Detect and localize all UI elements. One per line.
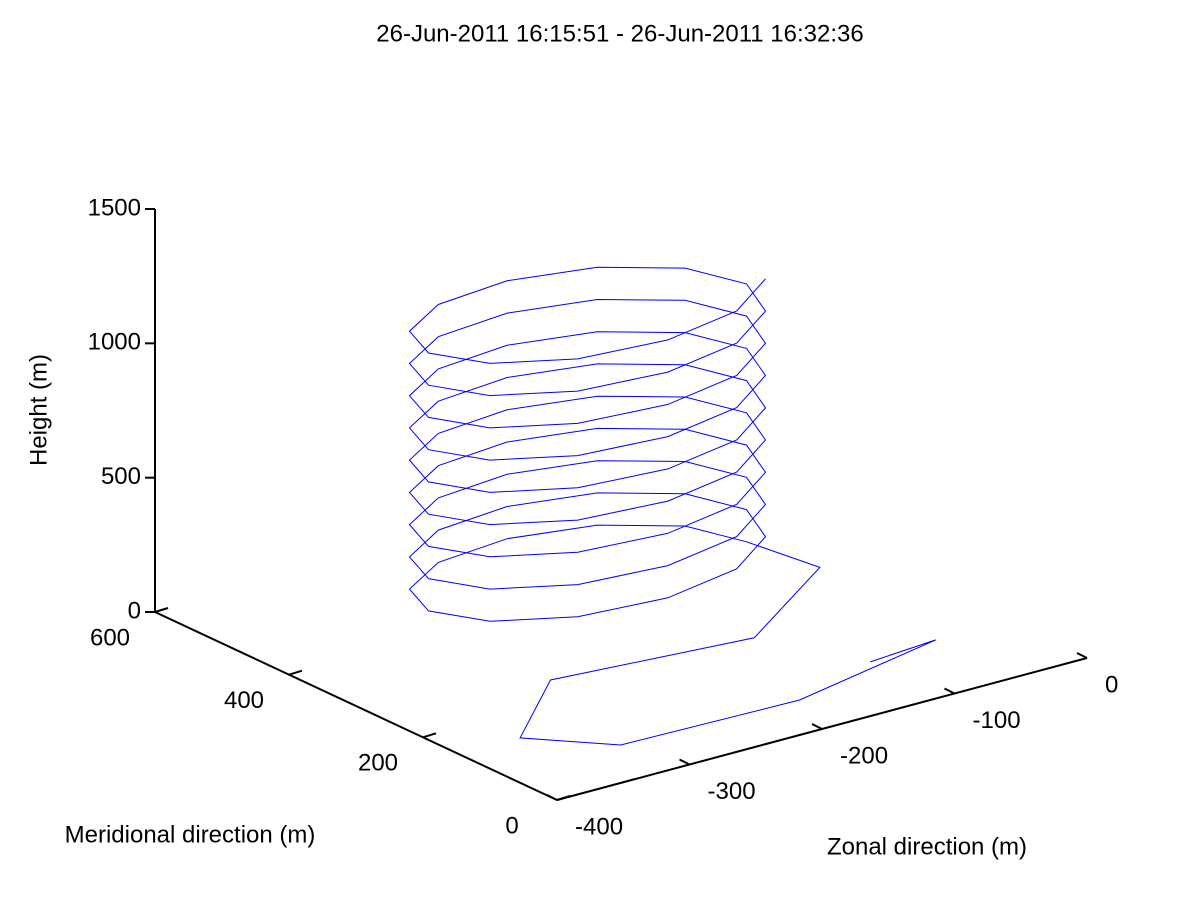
z-axis-label: Height (m): [25, 354, 52, 466]
y-axis-line: [154, 611, 558, 801]
y-tick: [154, 607, 169, 613]
x-tick: [811, 723, 823, 730]
chart-title: 26-Jun-2011 16:15:51 - 26-Jun-2011 16:32…: [376, 20, 863, 47]
x-tick-label: -400: [575, 813, 623, 840]
z-tick-label: 1000: [88, 329, 141, 356]
trajectory-line: [408, 266, 936, 746]
y-tick-label: 0: [505, 812, 518, 839]
x-tick-label: 0: [1105, 671, 1118, 698]
x-tick-label: -200: [840, 742, 888, 769]
y-tick: [288, 669, 303, 676]
y-tick: [556, 795, 571, 801]
x-axis-label: Zonal direction (m): [827, 833, 1027, 860]
x-tick: [679, 758, 690, 766]
z-tick-label: 0: [128, 597, 141, 624]
x-tick-label: -100: [973, 707, 1021, 734]
y-axis-label: Meridional direction (m): [65, 821, 316, 848]
y-tick-label: 200: [358, 750, 398, 777]
y-tick-label: 600: [90, 624, 130, 651]
z-tick-label: 1500: [88, 194, 141, 221]
z-tick-label: 500: [101, 463, 141, 490]
y-tick: [422, 732, 437, 739]
x-tick-label: -300: [708, 778, 756, 805]
x-tick: [1076, 652, 1088, 659]
x-tick: [944, 687, 955, 695]
x-tick: [546, 794, 558, 801]
y-tick-label: 400: [224, 687, 264, 714]
